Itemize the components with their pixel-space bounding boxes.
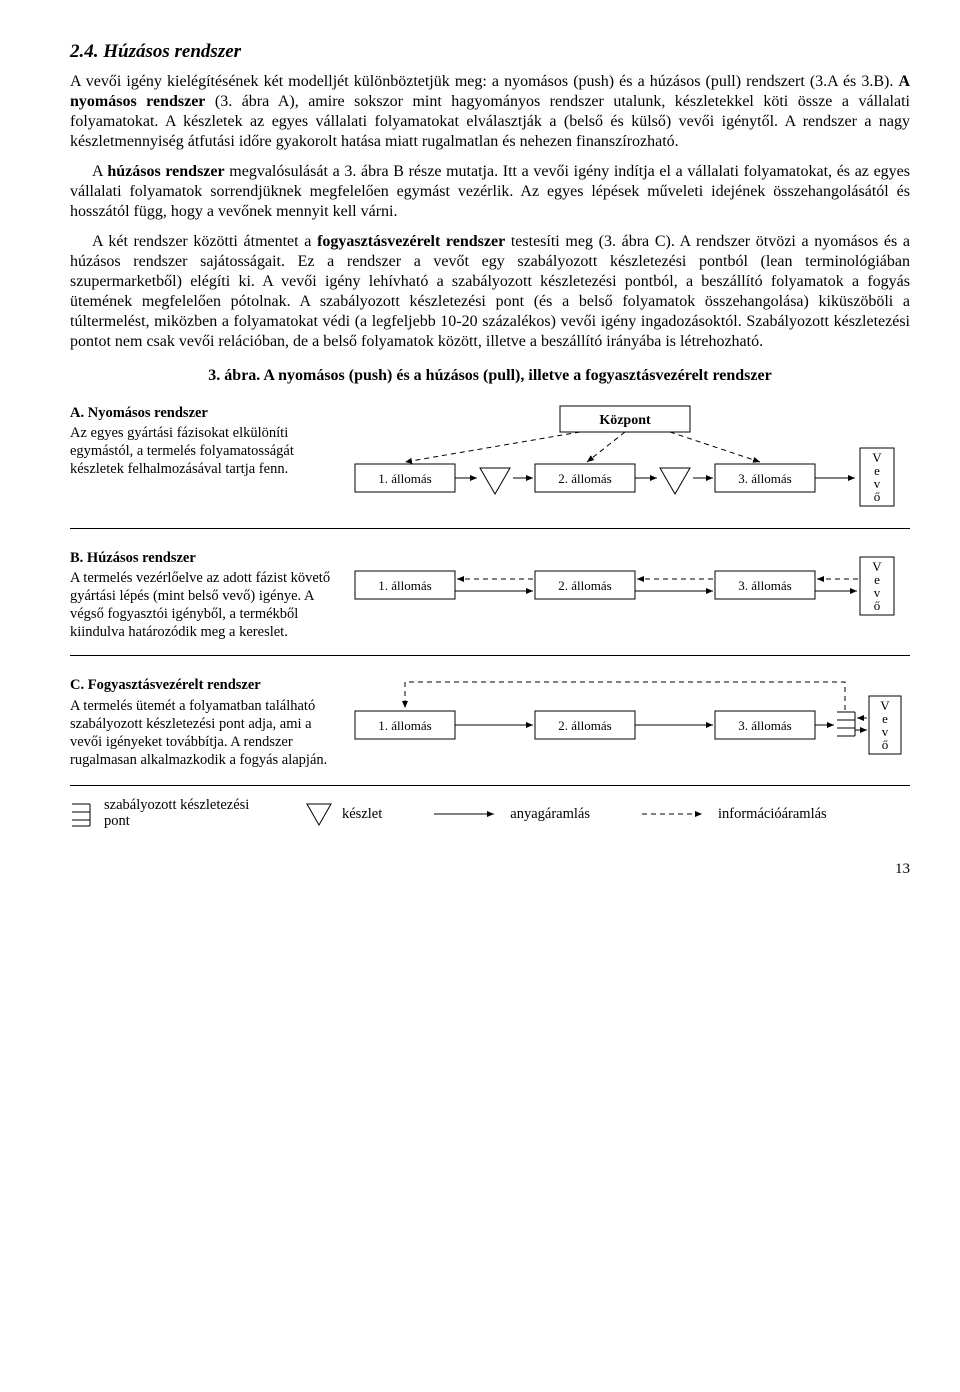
dashed-arrow-icon bbox=[640, 807, 710, 821]
panel-a-title: A. Nyomásos rendszer bbox=[70, 404, 335, 422]
legend-material: anyagáramlás bbox=[432, 805, 590, 823]
panel-c: C. Fogyasztásvezérelt rendszer A termelé… bbox=[70, 668, 910, 786]
section-title-text: Húzásos rendszer bbox=[103, 41, 241, 62]
panel-c-desc: C. Fogyasztásvezérelt rendszer A termelé… bbox=[70, 676, 345, 769]
p1a: A vevői igény kielégítésének két modellj… bbox=[70, 73, 898, 90]
panel-b: B. Húzásos rendszer A termelés vezérlőel… bbox=[70, 541, 910, 657]
supermarket-icon bbox=[70, 800, 96, 828]
svg-text:1. állomás: 1. állomás bbox=[378, 471, 431, 486]
diagram-a: Központ 1. állomás 2. állomás 3. állomás bbox=[345, 404, 910, 514]
panel-c-title: C. Fogyasztásvezérelt rendszer bbox=[70, 676, 335, 694]
diagram-b: 1. állomás 2. állomás 3. állomás V e v ő bbox=[345, 549, 910, 629]
figure-caption: 3. ábra. A nyomásos (push) és a húzásos … bbox=[70, 366, 910, 386]
panel-b-text: A termelés vezérlőelve az adott fázist k… bbox=[70, 569, 335, 642]
paragraph-2: A húzásos rendszer megvalósulását a 3. á… bbox=[70, 162, 910, 222]
svg-text:ő: ő bbox=[882, 737, 889, 752]
legend-info-label: információáramlás bbox=[718, 805, 827, 823]
center-label: Központ bbox=[599, 413, 651, 428]
svg-text:2. állomás: 2. állomás bbox=[558, 578, 611, 593]
p3c: testesíti meg (3. ábra C). A rendszer öt… bbox=[70, 233, 910, 350]
diagram-c: 1. állomás 2. állomás 3. állomás bbox=[345, 676, 910, 771]
svg-text:3. állomás: 3. állomás bbox=[738, 718, 791, 733]
panel-a: A. Nyomásos rendszer Az egyes gyártási f… bbox=[70, 396, 910, 529]
svg-text:2. állomás: 2. állomás bbox=[558, 471, 611, 486]
svg-text:1. állomás: 1. állomás bbox=[378, 578, 431, 593]
solid-arrow-icon bbox=[432, 807, 502, 821]
panel-a-text: Az egyes gyártási fázisokat elkülöníti e… bbox=[70, 424, 335, 478]
panel-b-title: B. Húzásos rendszer bbox=[70, 549, 335, 567]
paragraph-1: A vevői igény kielégítésének két modellj… bbox=[70, 72, 910, 152]
p2a: A bbox=[92, 163, 107, 180]
legend: szabályozott készletezési pont készlet a… bbox=[70, 798, 910, 830]
svg-text:1. állomás: 1. állomás bbox=[378, 718, 431, 733]
legend-supermarket: szabályozott készletezési pont bbox=[70, 798, 254, 830]
legend-material-label: anyagáramlás bbox=[510, 805, 590, 823]
supermarket-icon bbox=[837, 712, 855, 736]
svg-text:ő: ő bbox=[874, 598, 881, 613]
p2b: húzásos rendszer bbox=[107, 163, 224, 180]
legend-info: információáramlás bbox=[640, 805, 827, 823]
panel-b-desc: B. Húzásos rendszer A termelés vezérlőel… bbox=[70, 549, 345, 642]
legend-stock: készlet bbox=[304, 801, 382, 827]
panel-a-desc: A. Nyomásos rendszer Az egyes gyártási f… bbox=[70, 404, 345, 479]
paragraph-3: A két rendszer közötti átmentet a fogyas… bbox=[70, 232, 910, 352]
page-number: 13 bbox=[70, 860, 910, 879]
svg-text:3. állomás: 3. állomás bbox=[738, 578, 791, 593]
legend-supermarket-label: szabályozott készletezési pont bbox=[104, 798, 254, 830]
svg-text:2. állomás: 2. állomás bbox=[558, 718, 611, 733]
triangle-icon bbox=[304, 801, 334, 827]
p3b: fogyasztásvezérelt rendszer bbox=[317, 233, 505, 250]
p3a: A két rendszer közötti átmentet a bbox=[92, 233, 317, 250]
section-heading: 2.4. Húzásos rendszer bbox=[70, 40, 910, 64]
svg-text:3. állomás: 3. állomás bbox=[738, 471, 791, 486]
panel-c-text: A termelés ütemét a folyamatban találhat… bbox=[70, 697, 335, 770]
svg-text:ő: ő bbox=[874, 489, 881, 504]
section-number: 2.4. bbox=[70, 41, 99, 62]
legend-stock-label: készlet bbox=[342, 805, 382, 823]
